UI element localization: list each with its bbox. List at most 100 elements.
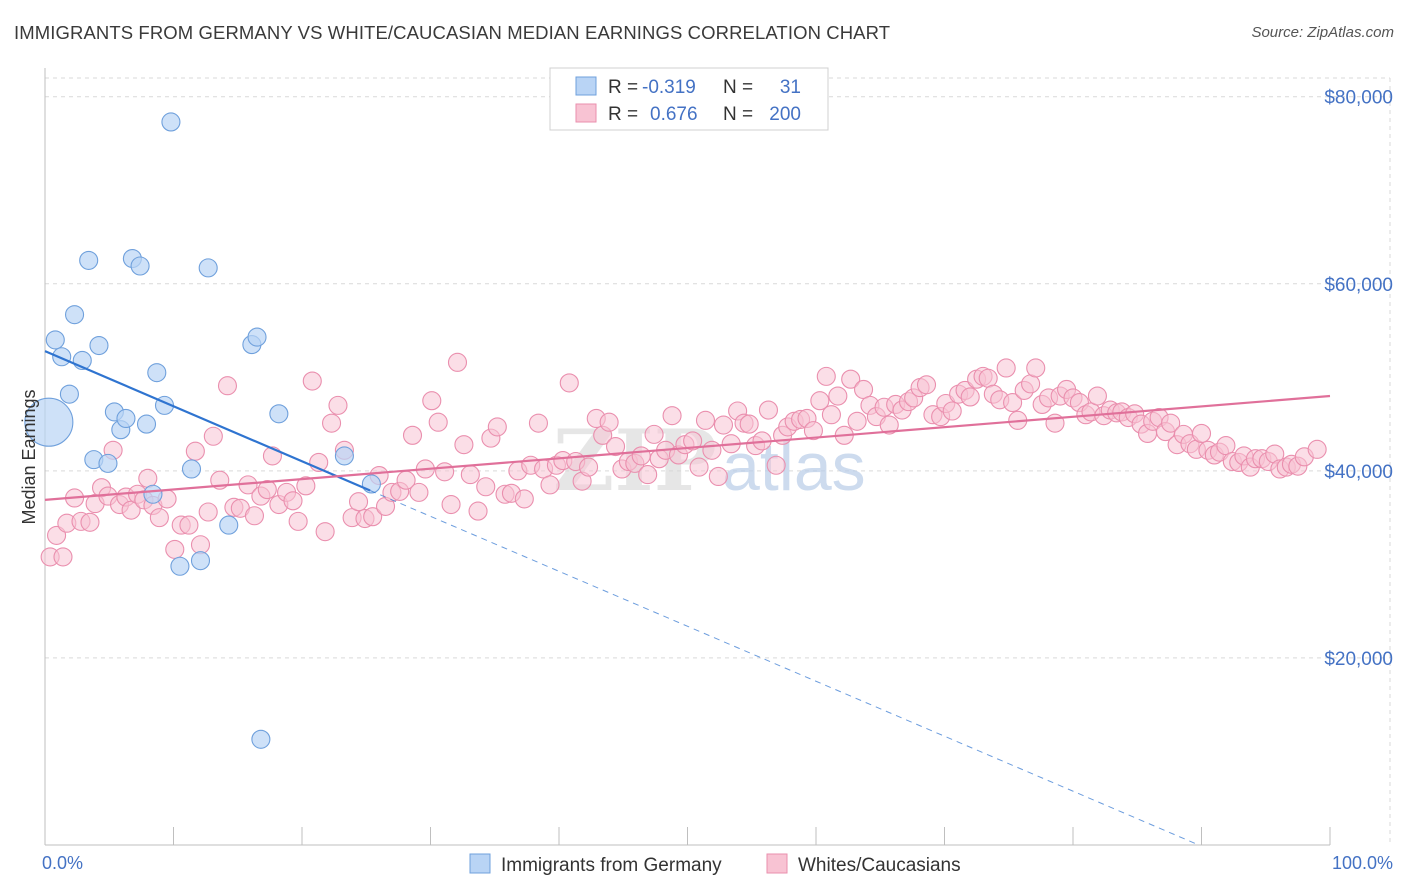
y-tick-label-3: $80,000 — [1324, 88, 1393, 109]
germany-point-8 — [89, 335, 109, 356]
whites-point-130 — [879, 415, 899, 435]
germany-point-9 — [98, 453, 118, 473]
whites-point-119 — [810, 391, 830, 411]
germany-point-4 — [65, 305, 85, 325]
whites-point-25 — [198, 502, 218, 522]
whites-point-118 — [803, 421, 823, 441]
whites-point-61 — [435, 462, 455, 482]
whites-point-122 — [828, 386, 848, 406]
whites-point-136 — [916, 375, 937, 395]
whites-point-23 — [185, 441, 205, 461]
whites-point-48 — [348, 492, 369, 512]
germany-trend-extension — [369, 490, 1200, 846]
legend-n-value-2: 200 — [769, 104, 801, 125]
whites-point-150 — [1003, 393, 1023, 413]
legend-n-label-1: N = — [723, 77, 753, 98]
legend-r-label-1: R = — [608, 77, 638, 98]
bottom-legend-swatch-whites — [766, 853, 788, 874]
whites-point-111 — [758, 400, 779, 420]
x-tick-label-0: 0.0% — [42, 853, 83, 873]
whites-point-73 — [514, 489, 534, 509]
y-tick-label-1: $40,000 — [1324, 462, 1393, 483]
whites-point-39 — [288, 511, 308, 531]
germany-point-27 — [251, 729, 271, 749]
whites-point-45 — [328, 395, 348, 415]
legend-r-value-1: -0.319 — [642, 77, 696, 98]
whites-point-44 — [322, 413, 342, 433]
whites-point-18 — [149, 508, 169, 528]
germany-point-28 — [269, 404, 289, 424]
whites-point-26 — [203, 426, 223, 446]
whites-point-20 — [165, 539, 185, 559]
legend-r-label-2: R = — [608, 104, 638, 125]
whites-point-102 — [702, 440, 722, 460]
whites-point-149 — [996, 358, 1016, 378]
whites-point-146 — [978, 368, 998, 388]
germany-point-3 — [59, 384, 79, 404]
whites-point-101 — [695, 410, 716, 430]
whites-point-28 — [217, 376, 238, 396]
whites-point-91 — [631, 446, 651, 466]
x-tick-label-1: 100.0% — [1332, 853, 1393, 873]
whites-point-124 — [841, 369, 861, 389]
whites-point-92 — [638, 465, 658, 485]
whites-point-80 — [559, 373, 579, 393]
germany-point-1 — [45, 330, 65, 350]
germany-point-26 — [247, 327, 267, 347]
whites-point-2 — [53, 547, 73, 567]
whites-point-65 — [460, 465, 480, 485]
germany-point-22 — [190, 551, 211, 571]
whites-point-62 — [441, 494, 461, 515]
germany-point-6 — [79, 250, 99, 270]
whites-point-164 — [1087, 386, 1107, 406]
germany-point-12 — [116, 408, 136, 429]
whites-point-59 — [422, 391, 442, 411]
whites-point-108 — [739, 414, 759, 434]
whites-point-6 — [80, 512, 100, 532]
whites-trend-line — [44, 394, 1331, 501]
germany-point-14 — [130, 256, 150, 276]
whites-point-93 — [644, 424, 664, 444]
bottom-legend: Immigrants from Germany Whites/Caucasian… — [469, 853, 961, 876]
tick-labels: $20,000 $40,000 $60,000 $80,000 0.0% 100.0% — [42, 88, 1393, 873]
whites-point-185 — [1216, 436, 1236, 456]
legend-n-label-2: N = — [723, 104, 753, 125]
whites-point-41 — [302, 371, 322, 391]
whites-point-100 — [689, 457, 709, 477]
whites-point-86 — [599, 412, 619, 432]
whites-point-32 — [244, 506, 265, 526]
whites-point-24 — [190, 535, 211, 555]
whites-point-181 — [1191, 423, 1212, 443]
whites-point-63 — [447, 352, 468, 372]
whites-point-199 — [1307, 439, 1327, 459]
whites-point-176 — [1161, 413, 1181, 433]
bottom-legend-whites: Whites/Caucasians — [798, 855, 961, 876]
axes — [44, 68, 1331, 846]
germany-points — [24, 112, 381, 749]
trend-lines — [44, 350, 1331, 846]
germany-point-15 — [136, 414, 157, 434]
whites-point-69 — [487, 417, 507, 437]
germany-point-16 — [143, 484, 163, 504]
whites-point-154 — [1026, 358, 1046, 378]
whites-point-83 — [579, 457, 599, 477]
germany-point-29 — [334, 446, 354, 466]
germany-point-20 — [170, 556, 190, 576]
germany-point-30 — [361, 474, 381, 494]
legend-swatch-blue — [575, 76, 597, 96]
y-tick-label-2: $60,000 — [1324, 275, 1393, 296]
legend: R = -0.319 N = 31 R = 0.676 N = 200 — [549, 67, 829, 131]
whites-point-153 — [1021, 374, 1041, 394]
whites-point-16 — [138, 468, 158, 488]
germany-point-21 — [181, 459, 202, 479]
germany-point-17 — [147, 363, 167, 383]
whites-point-38 — [283, 491, 303, 511]
whites-point-112 — [766, 455, 786, 475]
whites-point-126 — [853, 379, 874, 400]
whites-point-125 — [847, 411, 867, 431]
whites-point-75 — [528, 413, 548, 433]
whites-point-103 — [708, 466, 728, 487]
whites-point-1 — [47, 525, 67, 545]
chart-title: IMMIGRANTS FROM GERMANY VS WHITE/CAUCASI… — [14, 22, 891, 43]
